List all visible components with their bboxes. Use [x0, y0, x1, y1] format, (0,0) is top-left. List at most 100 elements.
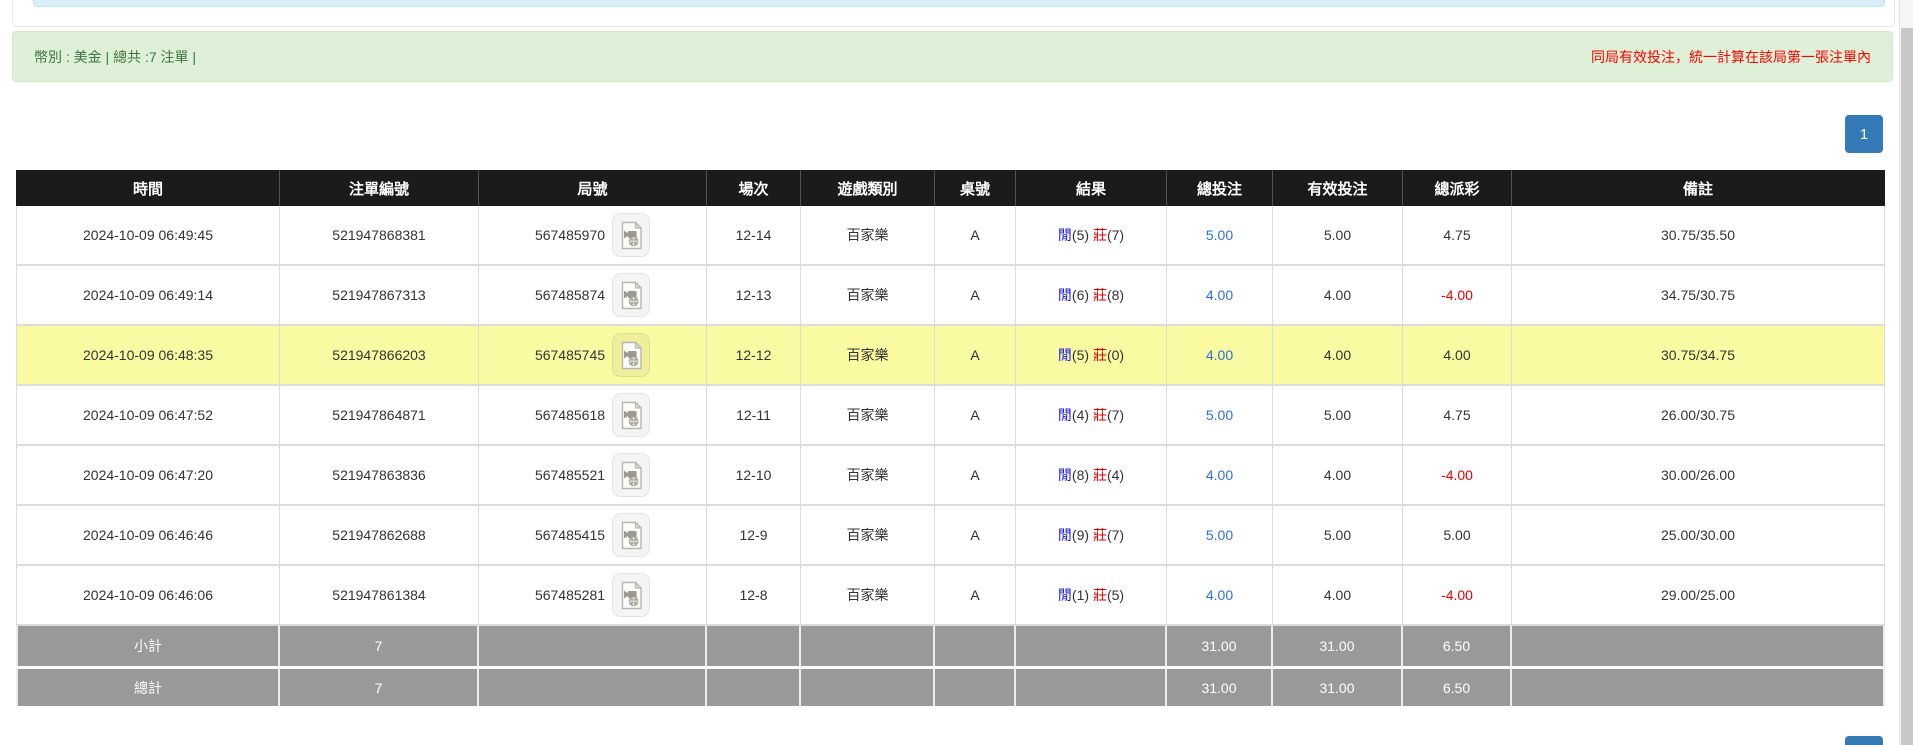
video-replay-button[interactable]: [612, 393, 651, 437]
total-bet-link[interactable]: 5.00: [1205, 527, 1234, 543]
banker-score: (7): [1106, 527, 1125, 543]
round-number: 567485415: [534, 527, 606, 543]
same-round-note-text: 同局有效投注，統一計算在該局第一張注單內: [1591, 48, 1871, 65]
cell-table-no: A: [935, 386, 1016, 446]
cell-valid-bet: 4.00: [1273, 266, 1403, 326]
round-cell: 567485415: [479, 513, 706, 557]
cell-total-bet: 5.00: [1167, 386, 1273, 446]
video-replay-button[interactable]: [612, 333, 651, 377]
cell-total-bet: 4.00: [1167, 326, 1273, 386]
bet-records-table: 時間 注單編號 局號 場次 遊戲類別 桌號 結果 總投注 有效投注 總派彩 備註 2024-10-0…: [16, 170, 1885, 706]
player-score: (5): [1071, 227, 1090, 243]
video-replay-button[interactable]: [612, 573, 651, 617]
cell-round-no: 567485415: [479, 506, 707, 566]
cell-table-no: A: [935, 566, 1016, 626]
total-bet-link[interactable]: 4.00: [1205, 347, 1234, 363]
column-header-0: 時間: [16, 170, 280, 206]
cell-session: 12-10: [707, 446, 801, 506]
total-row-total-bet: 31.00: [1167, 666, 1273, 706]
cell-game-type: 百家樂: [801, 566, 935, 626]
player-score: (4): [1071, 407, 1090, 423]
cell-session: 12-11: [707, 386, 801, 446]
player-label: 閒: [1057, 287, 1072, 303]
cell-time: 2024-10-09 06:49:45: [16, 206, 280, 266]
column-header-7: 總投注: [1167, 170, 1273, 206]
cell-total-bet: 4.00: [1167, 266, 1273, 326]
column-header-1: 注單編號: [280, 170, 479, 206]
cell-result: 閒(5) 莊(0): [1016, 326, 1167, 386]
cell-result: 閒(9) 莊(7): [1016, 506, 1167, 566]
scrollbar-thumb[interactable]: [1901, 28, 1913, 745]
player-score: (8): [1071, 467, 1090, 483]
total-bet-link[interactable]: 4.00: [1205, 287, 1234, 303]
subtotal-row-empty-cell: [801, 626, 935, 666]
cell-payout: -4.00: [1403, 446, 1512, 506]
cell-valid-bet: 4.00: [1273, 446, 1403, 506]
cell-bet-no: 521947863836: [280, 446, 479, 506]
cell-valid-bet: 5.00: [1273, 506, 1403, 566]
video-file-icon: [621, 580, 642, 609]
cell-result: 閒(8) 莊(4): [1016, 446, 1167, 506]
round-number: 567485521: [534, 467, 606, 483]
total-bet-link[interactable]: 4.00: [1205, 587, 1234, 603]
player-score: (5): [1071, 347, 1090, 363]
table-header-row: 時間 注單編號 局號 場次 遊戲類別 桌號 結果 總投注 有效投注 總派彩 備註: [16, 170, 1885, 206]
bet-row: 2024-10-09 06:49:14 521947867313 567485874…: [16, 266, 1885, 326]
banker-label: 莊: [1092, 527, 1107, 543]
video-replay-button[interactable]: [612, 513, 651, 557]
bet-row: 2024-10-09 06:47:52 521947864871 567485618…: [16, 386, 1885, 446]
page-1-button[interactable]: 1: [1845, 115, 1883, 153]
total-bet-link[interactable]: 4.00: [1205, 467, 1234, 483]
cell-game-type: 百家樂: [801, 446, 935, 506]
cell-round-no: 567485874: [479, 266, 707, 326]
banker-label: 莊: [1092, 407, 1107, 423]
scrollbar[interactable]: [1899, 0, 1913, 745]
banker-score: (0): [1106, 347, 1125, 363]
cell-round-no: 567485618: [479, 386, 707, 446]
video-replay-button[interactable]: [612, 273, 651, 317]
banker-score: (5): [1106, 587, 1125, 603]
cell-table-no: A: [935, 446, 1016, 506]
cell-remark: 34.75/30.75: [1512, 266, 1885, 326]
cell-session: 12-14: [707, 206, 801, 266]
bet-row: 2024-10-09 06:47:20 521947863836 567485521…: [16, 446, 1885, 506]
player-score: (6): [1071, 287, 1090, 303]
cell-game-type: 百家樂: [801, 506, 935, 566]
player-label: 閒: [1057, 347, 1072, 363]
cell-time: 2024-10-09 06:48:35: [16, 326, 280, 386]
cell-payout: -4.00: [1403, 266, 1512, 326]
cell-game-type: 百家樂: [801, 206, 935, 266]
banker-label: 莊: [1092, 587, 1107, 603]
banker-label: 莊: [1092, 347, 1107, 363]
video-file-icon: [621, 340, 642, 369]
banker-label: 莊: [1092, 227, 1107, 243]
cell-game-type: 百家樂: [801, 266, 935, 326]
bet-row: 2024-10-09 06:49:45 521947868381 567485970…: [16, 206, 1885, 266]
round-cell: 567485618: [479, 393, 706, 437]
cell-result: 閒(4) 莊(7): [1016, 386, 1167, 446]
cell-remark: 29.00/25.00: [1512, 566, 1885, 626]
cell-total-bet: 4.00: [1167, 566, 1273, 626]
video-replay-button[interactable]: [612, 213, 651, 257]
video-file-icon: [621, 220, 642, 249]
video-file-icon: [621, 280, 642, 309]
video-replay-button[interactable]: [612, 453, 651, 497]
subtotal-row-label: 小計: [16, 626, 280, 666]
cell-session: 12-8: [707, 566, 801, 626]
cell-remark: 30.75/35.50: [1512, 206, 1885, 266]
subtotal-row: 小計 7 31.00 31.00 6.50: [16, 626, 1885, 666]
total-row-count: 7: [280, 666, 479, 706]
video-file-icon: [621, 520, 642, 549]
cell-result: 閒(1) 莊(5): [1016, 566, 1167, 626]
cell-payout: 5.00: [1403, 506, 1512, 566]
column-header-5: 桌號: [935, 170, 1016, 206]
cell-payout: 4.00: [1403, 326, 1512, 386]
total-bet-link[interactable]: 5.00: [1205, 407, 1234, 423]
page-1-button-bottom[interactable]: 1: [1845, 736, 1883, 745]
player-label: 閒: [1057, 587, 1072, 603]
total-row: 總計 7 31.00 31.00 6.50: [16, 666, 1885, 706]
total-row-valid-bet: 31.00: [1273, 666, 1403, 706]
total-bet-link[interactable]: 5.00: [1205, 227, 1234, 243]
column-header-2: 局號: [479, 170, 707, 206]
cell-game-type: 百家樂: [801, 386, 935, 446]
